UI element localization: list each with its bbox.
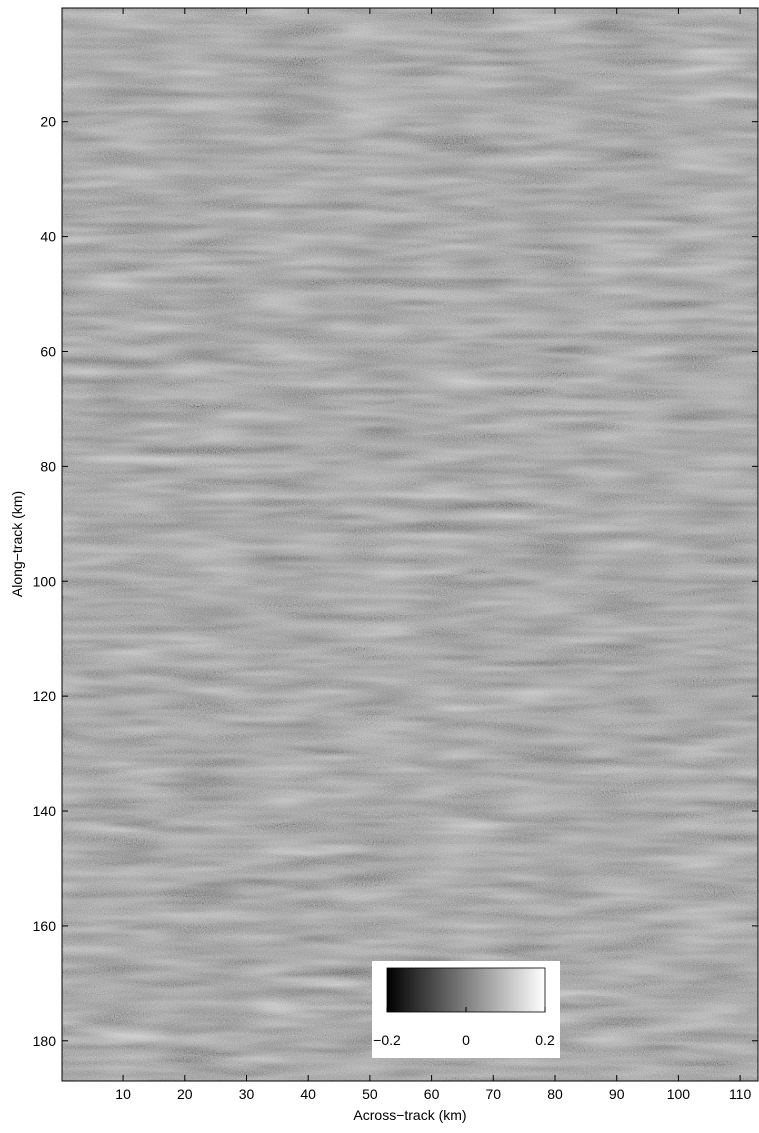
x-tick-label: 10 <box>115 1086 131 1102</box>
colorbar-tick-label: 0.2 <box>535 1032 555 1048</box>
y-tick-label: 80 <box>40 458 56 474</box>
y-tick-label: 60 <box>40 343 56 359</box>
y-tick-label: 120 <box>33 688 57 704</box>
chart: Across−track (km) Along−track (km) 10 20 3… <box>0 0 759 1128</box>
y-tick-label: 140 <box>33 803 57 819</box>
x-tick-label: 40 <box>300 1086 316 1102</box>
x-axis-label: Across−track (km) <box>353 1107 466 1123</box>
y-axis-label: Along−track (km) <box>9 491 25 597</box>
x-tick-label: 80 <box>547 1086 563 1102</box>
y-tick-label: 40 <box>40 229 56 245</box>
x-tick-label: 20 <box>177 1086 193 1102</box>
x-tick-label: 110 <box>729 1086 752 1102</box>
y-tick-label: 160 <box>33 918 57 934</box>
y-tick-label: 20 <box>40 114 56 130</box>
x-tick-label: 70 <box>486 1086 502 1102</box>
x-tick-label: 60 <box>424 1086 440 1102</box>
x-tick-label: 30 <box>239 1086 255 1102</box>
image-texture <box>62 8 758 1081</box>
colorbar-tick-label: −0.2 <box>373 1032 401 1048</box>
colorbar-tick-label: 0 <box>462 1032 470 1048</box>
x-tick-label: 90 <box>609 1086 625 1102</box>
y-tick-label: 100 <box>33 573 57 589</box>
x-tick-label: 50 <box>362 1086 378 1102</box>
colorbar <box>387 968 545 1012</box>
y-tick-label: 180 <box>33 1033 57 1049</box>
x-tick-label: 100 <box>667 1086 691 1102</box>
